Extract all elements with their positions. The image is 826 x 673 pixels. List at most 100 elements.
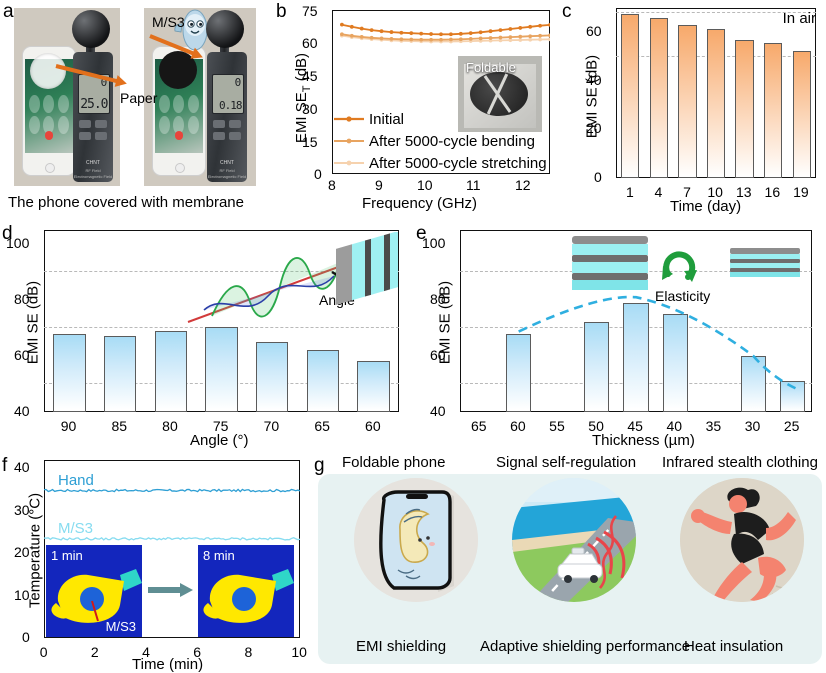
xtick: 55 <box>549 418 565 434</box>
dialer-keypad <box>28 94 70 135</box>
panel-f-xlabel: Time (min) <box>132 656 204 673</box>
bar <box>706 28 726 178</box>
item-top-label: Signal self-regulation <box>496 454 637 471</box>
meter-model: RF Field <box>85 168 101 173</box>
bar <box>506 333 532 412</box>
xtick: 40 <box>666 418 683 434</box>
bar <box>764 43 783 178</box>
legend-label: Initial <box>369 110 405 128</box>
bar <box>584 322 610 412</box>
end-call-button <box>174 131 184 140</box>
panel-b-ytick: 45 <box>302 68 318 84</box>
ytick: 40 <box>14 459 30 476</box>
xtick: 35 <box>705 418 722 434</box>
bar <box>306 350 340 412</box>
ytick: 0 <box>22 629 30 645</box>
xtick: 8 <box>244 644 253 660</box>
xtick: 80 <box>162 418 178 434</box>
legend-swatch-icon <box>334 116 364 122</box>
panel-d-inset-film-icon <box>336 232 398 305</box>
panel-a: a 0 25.0 CHNT <box>0 0 272 222</box>
panel-f-label: f <box>2 455 8 476</box>
ytick: 0 <box>594 169 602 185</box>
panel-b-xtick: 8 <box>328 177 336 193</box>
ytick: 60 <box>14 347 30 363</box>
meter-model: RF Field <box>219 168 235 173</box>
keypad-key <box>158 94 170 113</box>
keypad-key <box>173 115 185 135</box>
meter-brand: CHNT <box>86 160 100 166</box>
bar <box>621 14 640 178</box>
panel-c-xlabel: Time (day) <box>670 198 742 215</box>
bar <box>623 302 649 412</box>
xtick: 60 <box>365 418 381 434</box>
bar <box>740 356 766 412</box>
panel-f: f Temperature (°C) Hand M/S3 1 min M/S3 <box>0 450 312 673</box>
ytick: 100 <box>6 235 30 251</box>
xtick: 16 <box>764 184 781 200</box>
panel-e-label: e <box>416 223 427 244</box>
ytick: 60 <box>430 347 446 363</box>
panel-c-ylabel: EMI SE (dB) <box>583 54 601 139</box>
meter-button <box>79 132 91 140</box>
legend-label: After 5000-cycle stretching <box>369 154 547 172</box>
meter-reading-top: 0 <box>234 75 242 89</box>
meter-lcd: 0 0.18 <box>212 74 244 114</box>
item-bottom-label: Adaptive shielding performance <box>480 638 691 655</box>
phone-left <box>22 46 76 176</box>
legend-item: After 5000-cycle stretching <box>334 152 548 174</box>
xtick: 50 <box>588 418 604 434</box>
item-illustration <box>354 478 478 602</box>
bar <box>103 336 137 412</box>
panel-b-xtick: 10 <box>417 177 433 193</box>
meter-subtitle: Electromagnetic Field <box>73 174 113 179</box>
panel-b-ytick: 0 <box>314 166 322 182</box>
panel-g-label: g <box>314 455 325 476</box>
meter-probe-ball <box>72 10 110 48</box>
xtick: 60 <box>510 418 526 434</box>
panel-f-plot-area: Hand M/S3 1 min M/S3 <box>44 460 300 638</box>
meter-reading: 0.18 <box>219 99 242 113</box>
meter-reading: 25.0 <box>80 97 108 113</box>
legend-item: After 5000-cycle bending <box>334 130 548 152</box>
xtick: 10 <box>707 184 723 200</box>
panel-b-xtick: 11 <box>466 177 481 193</box>
ytick: 20 <box>14 544 30 561</box>
annotation-paper: Paper <box>120 90 158 106</box>
meter-button <box>95 132 107 140</box>
panel-d-plot-area: Angle <box>44 230 399 412</box>
xtick: 25 <box>783 418 800 434</box>
panel-d-label: d <box>2 223 13 244</box>
panel-e-inset-thin-film-icon <box>730 248 800 277</box>
meter-lcd: 0 25.0 <box>78 74 110 114</box>
panel-f-inset-arrow-icon <box>148 583 193 597</box>
annotation-ms3: M/S3 <box>152 14 185 30</box>
panel-b-xtick: 9 <box>375 177 383 193</box>
panel-b-legend: Initial After 5000-cycle bending After 5… <box>334 108 548 174</box>
item-illustration <box>680 478 804 602</box>
panel-c-label: c <box>562 1 572 22</box>
keypad-key <box>43 94 55 113</box>
panel-a-photo-left: 0 25.0 CHNT RF Field Electromagnetic Fie… <box>14 8 120 186</box>
keypad-key <box>58 94 70 113</box>
keypad-key <box>28 115 40 135</box>
panel-e-bars <box>460 230 812 412</box>
panel-g-item-infrared-stealth: Infrared stealth clothing Heat insulatio… <box>660 452 826 666</box>
xtick: 6 <box>193 644 202 660</box>
bar <box>678 25 697 178</box>
xtick: 30 <box>744 418 761 434</box>
gridline <box>616 11 816 13</box>
panel-b: b EMI SET (dB) 75 60 45 30 15 0 8 9 10 1… <box>272 0 560 222</box>
panel-e-ylabel: EMI SE (dB) <box>436 280 454 365</box>
meter-button <box>79 120 91 128</box>
panel-b-xtick: 12 <box>515 177 531 193</box>
keypad-key <box>158 115 170 135</box>
xtick: 10 <box>291 644 307 660</box>
panel-g: g Foldable phone EMI shielding Signal se… <box>312 450 826 673</box>
bar <box>53 333 86 412</box>
panel-b-ytick: 15 <box>302 134 318 150</box>
ytick: 40 <box>586 71 602 88</box>
bar <box>662 314 688 412</box>
xtick: 65 <box>314 418 330 434</box>
keypad-key <box>188 115 200 135</box>
